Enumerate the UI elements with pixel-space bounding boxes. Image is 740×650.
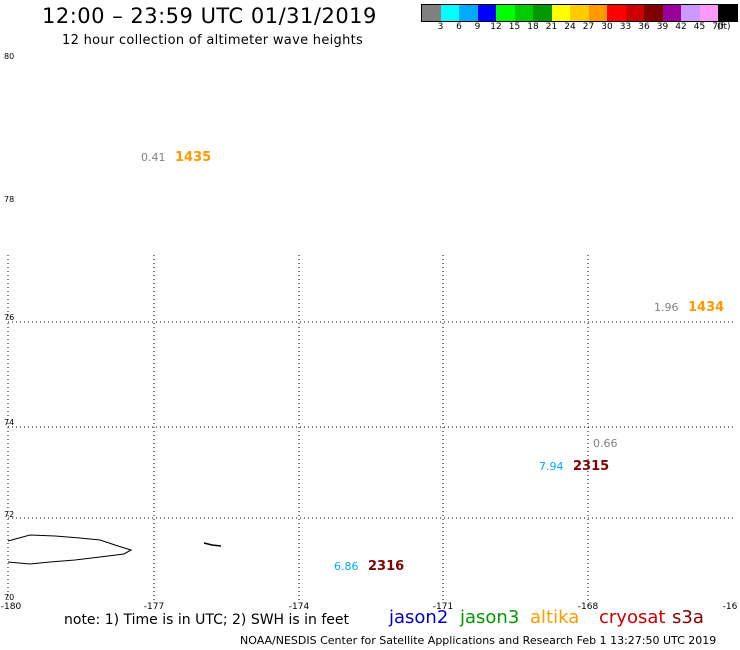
scale-swatch — [514, 5, 533, 21]
scale-label: 30 — [601, 22, 613, 32]
lon-label-180: -180 — [0, 602, 22, 612]
lon-label-177: -177 — [143, 602, 165, 612]
scale-swatch — [607, 5, 626, 21]
scale-swatch — [477, 5, 496, 21]
scale-label: 9 — [474, 22, 481, 32]
graticule — [7, 255, 736, 601]
lon-label-168: -168 — [577, 602, 599, 612]
scale-label: 42 — [675, 22, 687, 32]
scale-label: 21 — [545, 22, 558, 32]
swh-value: 0.41 — [141, 151, 166, 164]
scale-swatch — [625, 5, 644, 21]
scale-swatch — [496, 5, 515, 21]
pass-time: 1435 — [175, 150, 212, 165]
scale-label: 18 — [527, 22, 539, 32]
scale-label: 15 — [508, 22, 521, 32]
satellite-jason2: jason2 — [389, 607, 449, 628]
satellite-jason3: jason3 — [460, 607, 520, 628]
islet-coastline — [203, 542, 222, 547]
scale-swatch — [588, 5, 607, 21]
pass-time: 1434 — [688, 300, 725, 315]
scale-swatch — [440, 5, 459, 21]
lon-label-16: -16 — [722, 602, 738, 612]
scale-swatch — [662, 5, 681, 21]
lat-label-72: 72 — [4, 510, 15, 519]
scale-label: 24 — [564, 22, 576, 32]
lon-label-174: -174 — [288, 602, 310, 612]
lat-label-78: 78 — [4, 195, 15, 204]
scale-label: 45 — [693, 22, 706, 32]
color-scale-legend — [421, 4, 738, 22]
satellite-s3a: s3a — [672, 607, 704, 628]
satellite-cryosat: cryosat — [599, 607, 666, 628]
swh-value: 7.94 — [539, 460, 564, 473]
lat-label-74: 74 — [4, 418, 15, 427]
pass-time: 2315 — [573, 459, 610, 474]
scale-label: 33 — [619, 22, 632, 32]
scale-label: 70 — [712, 22, 724, 32]
scale-swatch — [551, 5, 570, 21]
scale-swatch — [459, 5, 478, 21]
lon-label-171: -171 — [432, 602, 454, 612]
pass-time: 2316 — [368, 559, 405, 574]
credit-line: NOAA/NESDIS Center for Satellite Applica… — [240, 634, 717, 647]
map-title: 12:00 – 23:59 UTC 01/31/2019 — [42, 4, 377, 28]
color-scale-unit: (ft) — [717, 22, 731, 32]
scale-swatch — [718, 5, 737, 21]
scale-swatch — [570, 5, 589, 21]
scale-label: 36 — [638, 22, 650, 32]
swh-value: 6.86 — [334, 560, 359, 573]
lat-label-70: 70 — [4, 593, 15, 602]
scale-swatch — [422, 5, 441, 21]
swh-value: 0.66 — [593, 437, 618, 450]
lat-label-76: 76 — [4, 313, 15, 322]
satellite-altika: altika — [530, 607, 580, 628]
lat-label-80: 80 — [4, 52, 15, 61]
scale-label: 3 — [437, 22, 444, 32]
scale-swatch — [644, 5, 663, 21]
swh-value: 1.96 — [654, 301, 679, 314]
scale-label: 12 — [490, 22, 502, 32]
footer-note: note: 1) Time is in UTC; 2) SWH is in fe… — [64, 612, 350, 628]
island-coastline — [7, 534, 133, 565]
scale-label: 39 — [656, 22, 669, 32]
scale-swatch — [533, 5, 552, 21]
scale-swatch — [681, 5, 700, 21]
scale-swatch — [699, 5, 718, 21]
scale-label: 27 — [582, 22, 595, 32]
scale-label: 6 — [456, 22, 462, 32]
map-subtitle: 12 hour collection of altimeter wave hei… — [62, 33, 364, 48]
